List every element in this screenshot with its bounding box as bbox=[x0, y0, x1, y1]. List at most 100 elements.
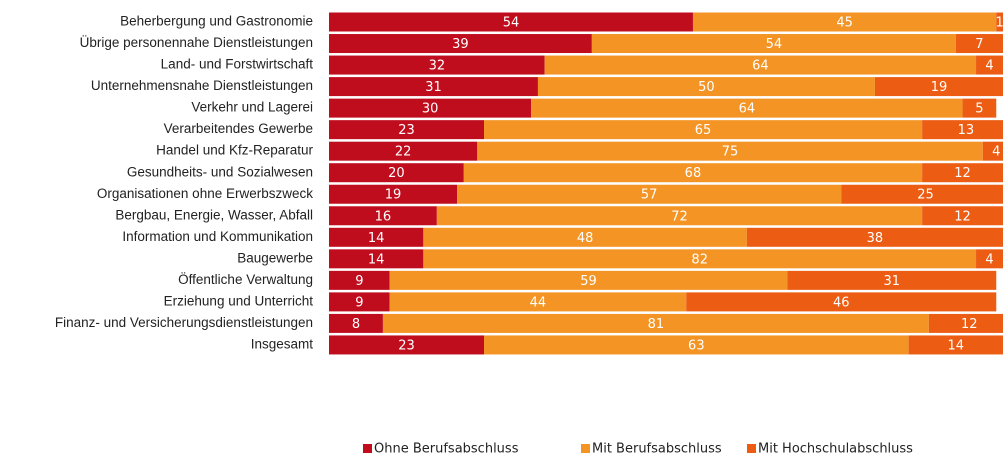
value-label: 5 bbox=[975, 102, 983, 117]
value-label: 14 bbox=[368, 252, 385, 267]
value-label: 4 bbox=[992, 145, 1000, 160]
value-label: 32 bbox=[429, 59, 446, 74]
value-label: 23 bbox=[398, 123, 415, 138]
legend-label: Mit Hochschulabschluss bbox=[758, 442, 913, 456]
category-label: Beherbergung und Gastronomie bbox=[120, 14, 313, 29]
category-label: Information und Kommunikation bbox=[122, 229, 313, 244]
bar-segment bbox=[463, 163, 923, 183]
bar-segment bbox=[787, 270, 997, 290]
bar-segment bbox=[477, 141, 983, 161]
bar-segment bbox=[329, 227, 424, 247]
value-label: 19 bbox=[385, 188, 402, 203]
bar-segment bbox=[746, 227, 1003, 247]
bar-segment bbox=[329, 163, 464, 183]
value-label: 39 bbox=[452, 37, 469, 52]
bar-segment bbox=[329, 184, 458, 204]
value-label: 44 bbox=[530, 295, 547, 310]
value-label: 45 bbox=[836, 16, 853, 31]
bar-segment bbox=[329, 335, 485, 355]
category-label: Finanz- und Versicherungsdienstleistunge… bbox=[55, 315, 313, 330]
bar-segment bbox=[389, 270, 788, 290]
value-label: 30 bbox=[422, 102, 439, 117]
value-label: 25 bbox=[917, 188, 934, 203]
bar-segment bbox=[922, 120, 1003, 140]
value-label: 63 bbox=[688, 338, 705, 353]
value-label: 31 bbox=[884, 274, 901, 289]
value-label: 65 bbox=[695, 123, 712, 138]
value-label: 7 bbox=[975, 37, 983, 52]
category-label: Erziehung und Unterricht bbox=[164, 293, 314, 308]
bar-segment bbox=[686, 292, 997, 312]
bar-segment bbox=[329, 120, 485, 140]
bar-segment bbox=[484, 335, 909, 355]
category-label: Verarbeitendes Gewerbe bbox=[164, 121, 313, 136]
category-label: Organisationen ohne Erwerbszweck bbox=[97, 186, 313, 201]
value-label: 57 bbox=[641, 188, 658, 203]
value-label: 16 bbox=[375, 209, 392, 224]
value-label: 68 bbox=[685, 166, 702, 181]
bar-segment bbox=[484, 120, 923, 140]
bar-segment bbox=[544, 55, 977, 75]
value-label: 54 bbox=[503, 16, 520, 31]
value-label: 19 bbox=[931, 80, 948, 95]
bar-segment bbox=[955, 34, 1003, 54]
bar-segment bbox=[389, 292, 687, 312]
category-label: Öffentliche Verwaltung bbox=[178, 272, 313, 287]
bar-segment bbox=[329, 12, 693, 32]
value-label: 4 bbox=[985, 252, 993, 267]
category-label: Bergbau, Energie, Wasser, Abfall bbox=[115, 207, 313, 222]
bar-segment bbox=[329, 141, 478, 161]
value-label: 8 bbox=[352, 317, 360, 332]
value-label: 14 bbox=[368, 231, 385, 246]
bar-segment bbox=[841, 184, 1003, 204]
bar-segment bbox=[922, 206, 1003, 226]
bar-segment bbox=[329, 55, 545, 75]
bar-segment bbox=[928, 313, 1003, 333]
bar-segment bbox=[329, 34, 592, 54]
value-label: 50 bbox=[698, 80, 715, 95]
bar-segment bbox=[692, 12, 997, 32]
value-label: 4 bbox=[985, 59, 993, 74]
value-label: 1 bbox=[995, 16, 1003, 31]
value-label: 31 bbox=[425, 80, 442, 95]
bar-segment bbox=[531, 98, 963, 118]
value-label: 48 bbox=[577, 231, 594, 246]
value-label: 9 bbox=[355, 295, 363, 310]
value-label: 12 bbox=[954, 209, 971, 224]
bar-segment bbox=[329, 77, 538, 97]
legend-label: Ohne Berufsabschluss bbox=[374, 442, 519, 456]
value-label: 9 bbox=[355, 274, 363, 289]
bar-segment bbox=[996, 12, 1003, 32]
legend-swatch bbox=[581, 444, 590, 453]
bar-segment bbox=[962, 98, 997, 118]
bar-segment bbox=[874, 77, 1003, 97]
value-label: 59 bbox=[580, 274, 597, 289]
bar-segment bbox=[329, 313, 383, 333]
category-label: Insgesamt bbox=[251, 337, 314, 352]
bar-segment bbox=[436, 206, 923, 226]
value-label: 38 bbox=[867, 231, 884, 246]
value-label: 64 bbox=[752, 59, 769, 74]
bar-segment bbox=[591, 34, 956, 54]
value-label: 64 bbox=[739, 102, 756, 117]
value-label: 23 bbox=[398, 338, 415, 353]
value-label: 72 bbox=[671, 209, 688, 224]
value-label: 14 bbox=[948, 338, 965, 353]
bar-segment bbox=[329, 98, 532, 118]
bar-segment bbox=[908, 335, 1003, 355]
category-label: Gesundheits- und Sozialwesen bbox=[127, 164, 313, 179]
legend-label: Mit Berufsabschluss bbox=[592, 442, 722, 456]
category-label: Unternehmensnahe Dienstleistungen bbox=[91, 78, 313, 93]
bar-segment bbox=[537, 77, 875, 97]
category-label: Land- und Forstwirtschaft bbox=[161, 57, 314, 72]
bar-segment bbox=[329, 270, 390, 290]
value-label: 22 bbox=[395, 145, 412, 160]
bar-segment bbox=[329, 292, 390, 312]
bar-segment bbox=[976, 249, 1003, 269]
category-label: Baugewerbe bbox=[237, 250, 313, 265]
bar-segment bbox=[982, 141, 1003, 161]
value-label: 54 bbox=[766, 37, 783, 52]
value-label: 20 bbox=[388, 166, 405, 181]
legend-swatch bbox=[363, 444, 372, 453]
